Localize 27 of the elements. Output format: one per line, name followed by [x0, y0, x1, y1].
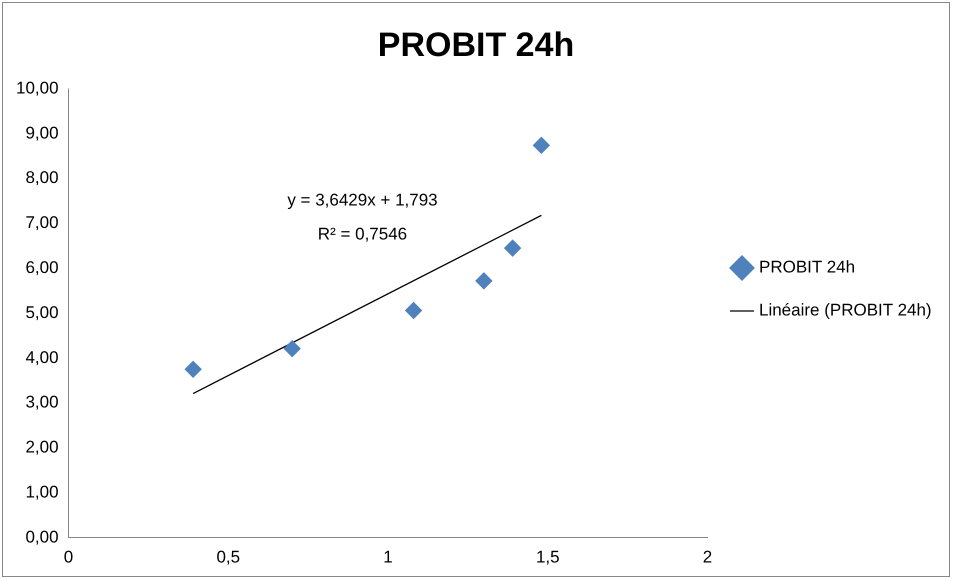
y-tick-label: 10,00	[16, 78, 59, 98]
x-tick-label: 0	[64, 547, 74, 566]
y-tick-label: 1,00	[25, 482, 59, 502]
point	[475, 272, 492, 290]
legend-label: Linéaire (PROBIT 24h)	[759, 300, 932, 320]
point	[284, 340, 301, 358]
point	[532, 136, 550, 154]
y-tick-label: 4,00	[25, 348, 59, 367]
x-tick-label: 1	[383, 547, 393, 566]
y-tick-label: 0,00	[25, 527, 59, 546]
point	[184, 360, 202, 378]
point	[504, 240, 522, 257]
y-tick-label: 7,00	[25, 213, 59, 232]
y-tick-label: 5,00	[25, 302, 59, 322]
y-tick-label: 2,00	[25, 438, 59, 457]
legend-label: PROBIT 24h	[759, 258, 856, 277]
x-tick-label: 1,5	[536, 547, 560, 566]
y-tick-label: 9,00	[25, 123, 59, 142]
chart-title: PROBIT 24h	[378, 26, 574, 64]
x-tick-label: 2	[702, 547, 712, 566]
annotation: y = 3,6429x + 1,793	[287, 190, 438, 210]
x-tick-label: 0,5	[216, 547, 240, 566]
y-tick-label: 8,00	[25, 168, 59, 188]
y-tick-label: 3,00	[25, 392, 59, 412]
y-tick-label: 6,00	[25, 258, 59, 278]
point	[405, 302, 422, 320]
annotation: R² = 0,7546	[318, 224, 408, 244]
